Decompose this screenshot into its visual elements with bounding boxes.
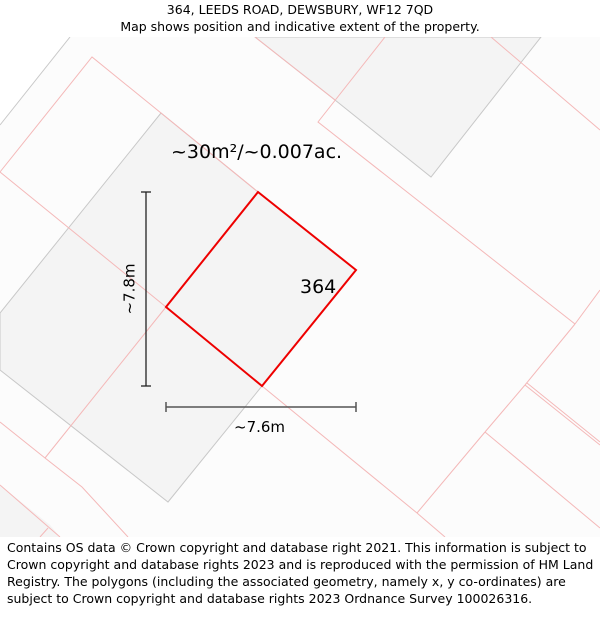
width-dimension-bar [165,402,357,412]
road-edge [0,37,71,126]
area-label: ~30m²/~0.007ac. [171,141,343,163]
property-boundary[interactable] [164,190,358,388]
height-dimension-bar [141,191,151,387]
plot-number-label: 364 [300,276,337,298]
height-dimension-label: ~7.8m [120,263,139,315]
map-canvas [0,37,600,537]
map-subtitle: Map shows position and indicative extent… [120,19,480,34]
property-address-title: 364, LEEDS ROAD, DEWSBURY, WF12 7QD [166,2,434,17]
building-fill [166,192,356,386]
map-header: 364, LEEDS ROAD, DEWSBURY, WF12 7QD Map … [0,0,600,37]
property-map[interactable]: ~30m²/~0.007ac. 364 ~7.8m ~7.6m [0,37,600,537]
copyright-attribution: Contains OS data © Crown copyright and d… [7,540,594,606]
width-dimension-label: ~7.6m [234,418,286,436]
